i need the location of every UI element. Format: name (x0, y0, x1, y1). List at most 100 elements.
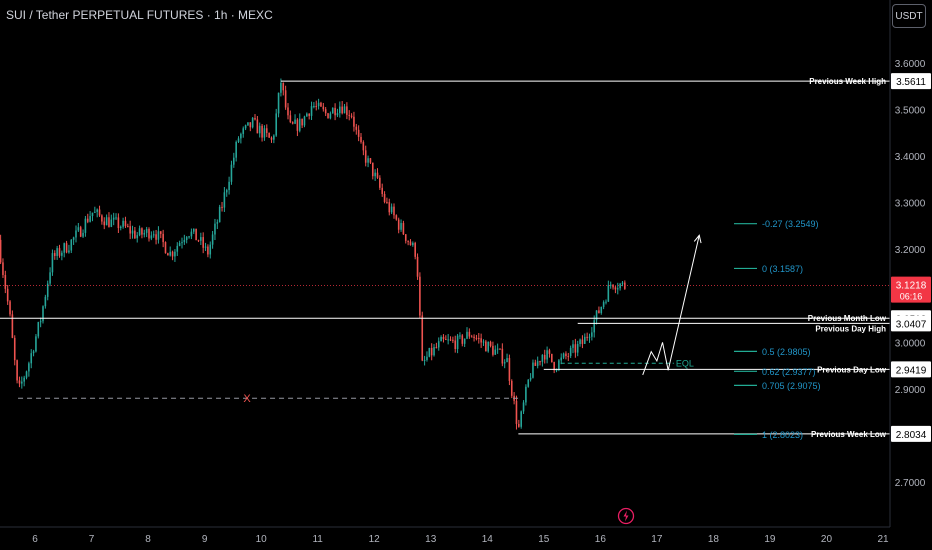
candle-body (339, 106, 341, 114)
candle-body (397, 219, 400, 230)
candle-body (258, 125, 261, 134)
candle-body (195, 228, 197, 241)
candle-body (546, 350, 548, 360)
candle-body (218, 206, 221, 223)
candle-body (558, 360, 560, 370)
candle-body (242, 128, 245, 134)
candle-body (103, 221, 106, 226)
candle-body (155, 234, 157, 240)
candle-body (442, 336, 445, 340)
candle-body (53, 253, 56, 256)
candle-body (28, 363, 30, 372)
candle-body (445, 339, 447, 341)
candle-body (265, 128, 268, 133)
time-axis[interactable]: 6 7 8 9 10 11 12 13 14 15 16 17 18 19 20 21 (0, 526, 890, 545)
candle-body (520, 411, 522, 427)
candle-body (214, 223, 216, 235)
candle-body (456, 335, 459, 350)
price-tick-label: 2.7000 (895, 478, 926, 489)
candle-body (329, 113, 332, 119)
candle-body (518, 423, 520, 427)
candle-body (437, 341, 440, 348)
candle-body (197, 240, 200, 242)
candle-body (579, 339, 581, 345)
candle-body (174, 251, 176, 257)
candle-body (117, 217, 120, 229)
level-label: Previous Week High (809, 77, 886, 86)
candle-body (25, 371, 28, 378)
currency-button[interactable]: USDT (892, 4, 926, 28)
candle-body (228, 181, 230, 191)
candle-body (249, 122, 252, 128)
candle-body (225, 190, 228, 193)
candle-body (364, 150, 367, 163)
candle-body (44, 296, 47, 307)
candle-body (0, 239, 2, 263)
candle-body (273, 135, 275, 140)
candle-body (341, 106, 343, 114)
fib-label: 0.5 (2.9805) (762, 347, 811, 357)
candle-body (466, 331, 468, 339)
candle-body (37, 322, 40, 337)
candle-body (169, 251, 172, 256)
candle-body (619, 283, 621, 289)
candle-body (167, 253, 169, 256)
candle-body (489, 341, 492, 346)
candle-body (404, 234, 407, 241)
candle-body (131, 230, 134, 234)
candle-body (386, 201, 388, 203)
candle-body (51, 253, 54, 273)
candle-body (275, 113, 278, 136)
candle-body (190, 231, 193, 237)
overlay-layer: EQL X (0, 234, 890, 405)
candle-body (605, 301, 607, 303)
candle-body (145, 228, 148, 233)
candle-body (127, 226, 129, 228)
candle-body (298, 118, 301, 131)
candle-body (268, 132, 270, 138)
candle-body (416, 256, 419, 277)
candle-body (157, 231, 160, 240)
level-price-box (891, 425, 931, 442)
candle-body (331, 107, 334, 114)
candle-body (430, 347, 433, 356)
candle-body (63, 243, 66, 253)
candle-body (357, 129, 360, 137)
candle-body (569, 347, 572, 357)
candle-body (200, 237, 202, 241)
time-tick-label: 18 (708, 534, 720, 545)
candle-body (607, 285, 610, 302)
price-tick-label: 3.0000 (895, 338, 926, 349)
candle-body (353, 116, 355, 127)
candle-body (551, 353, 553, 363)
candle-body (529, 377, 532, 380)
candle-body (9, 301, 11, 315)
candle-body (336, 113, 339, 116)
candle-body (98, 209, 101, 216)
candle-body (65, 243, 68, 253)
level-price-value: 2.9419 (896, 365, 927, 376)
candle-body (576, 344, 579, 353)
fib-layer: -0.27 (3.2549) 0 (3.1587) 0.5 (2.9805) 0.62… (734, 219, 821, 440)
candle-body (211, 234, 214, 245)
candle-body (72, 237, 75, 240)
candle-body (532, 362, 534, 378)
candle-body (270, 137, 273, 140)
candle-body (324, 109, 327, 114)
candle-body (216, 222, 219, 224)
candle-body (254, 117, 256, 120)
candle-body (310, 106, 313, 116)
candle-body (379, 177, 381, 188)
candle-body (355, 126, 358, 130)
candle-body (621, 282, 624, 284)
time-tick-label: 13 (425, 534, 437, 545)
price-axis[interactable]: 2.70002.80002.90003.00003.10003.20003.30… (889, 0, 931, 527)
candle-body (18, 380, 21, 384)
level-price-value: 3.0407 (896, 319, 927, 330)
candle-body (181, 242, 183, 244)
candle-body (572, 344, 574, 348)
price-tick-label: 3.6000 (895, 59, 926, 70)
lightning-bolt-icon[interactable] (617, 507, 635, 525)
candle-body (235, 141, 237, 158)
